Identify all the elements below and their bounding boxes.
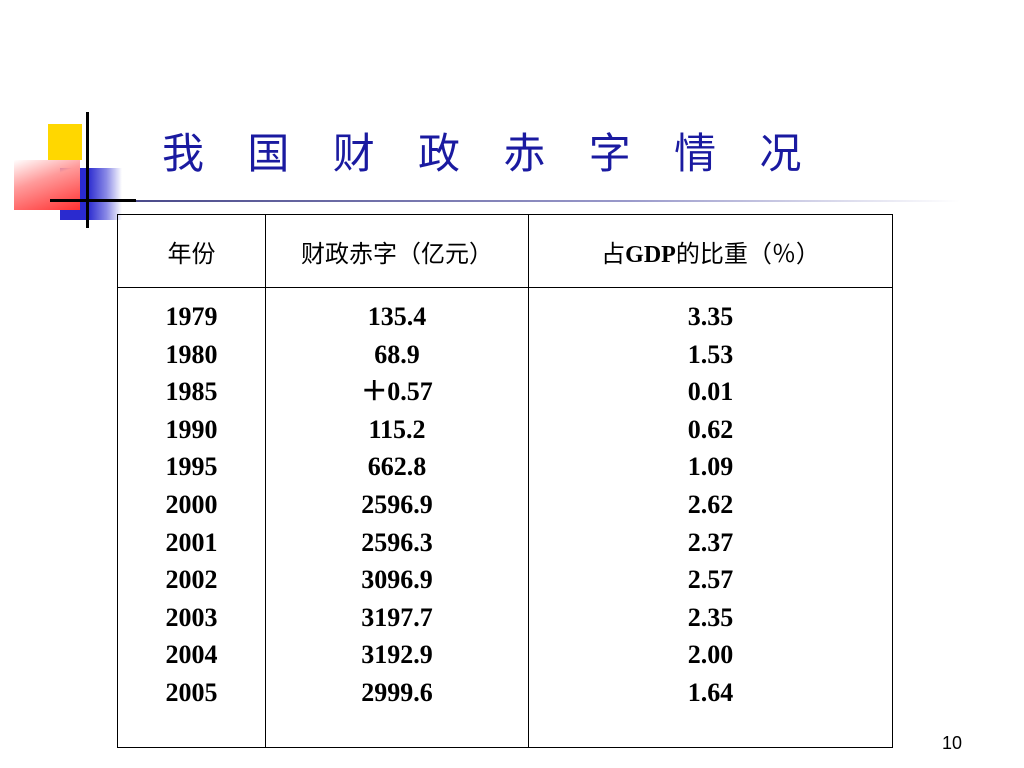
header-gdp-share: 占GDP的比重（％） [528, 214, 893, 288]
deficit-table: 年份 财政赤字（亿元） 占GDP的比重（％） 1979 1980 1985 1990 1… [117, 214, 893, 748]
header-gdp-abbr: GDP [625, 241, 676, 268]
table-body-row: 1979 1980 1985 1990 1995 2000 2001 2002 2003 2004… [117, 287, 893, 748]
deficit-cell: 115.2 [368, 414, 426, 444]
year-cell: 2003 [165, 602, 218, 632]
year-cell: 1980 [165, 339, 218, 369]
year-cell: 2001 [165, 527, 218, 557]
year-cell: 2000 [165, 489, 218, 519]
logo-red-square [14, 160, 80, 210]
gdp-share-cell: 2.57 [687, 565, 734, 595]
gdp-share-cell: 2.00 [687, 640, 734, 670]
deficit-cell: ＋0.57 [361, 377, 433, 407]
deficit-cell: 3096.9 [361, 565, 433, 595]
year-cell: 1990 [165, 414, 218, 444]
gdp-share-column: 3.35 1.53 0.01 0.62 1.09 2.62 2.37 2.57 2.35 2.00… [528, 287, 893, 748]
gdp-share-cell: 0.62 [687, 414, 734, 444]
gdp-share-cell: 2.37 [687, 527, 734, 557]
title-underline-rule [136, 200, 960, 202]
page-number: 10 [942, 733, 963, 753]
logo-vertical-line [86, 112, 89, 228]
gdp-share-cell: 3.35 [687, 302, 734, 331]
year-column: 1979 1980 1985 1990 1995 2000 2001 2002 2003 2004… [117, 287, 266, 748]
gdp-share-cell: 1.64 [687, 677, 734, 707]
header-gdp-prefix: 占 [601, 239, 626, 268]
slide-title: 我 国 财 政 赤 字 情 况 [162, 129, 817, 178]
year-cell: 2004 [165, 640, 218, 670]
year-cell: 1979 [165, 302, 218, 331]
header-deficit: 财政赤字（亿元） [265, 214, 529, 288]
logo-horizontal-line [50, 199, 136, 202]
deficit-cell: 3192.9 [361, 640, 433, 670]
deficit-cell: 135.4 [367, 302, 427, 331]
year-cell: 1985 [165, 377, 218, 407]
deficit-column: 135.4 68.9 ＋0.57 115.2 662.8 2596.9 2596.3 3096… [265, 287, 529, 748]
gdp-share-cell: 1.09 [687, 452, 734, 482]
deficit-cell: 68.9 [374, 339, 420, 369]
year-cell: 1995 [165, 452, 218, 482]
table-header-row: 年份 财政赤字（亿元） 占GDP的比重（％） [117, 214, 893, 288]
header-gdp-suffix: 的比重（％） [675, 239, 820, 268]
gdp-share-cell: 1.53 [687, 339, 734, 369]
deficit-cell: 3197.7 [361, 602, 433, 632]
deficit-cell: 662.8 [367, 452, 427, 482]
header-year: 年份 [117, 214, 266, 288]
deficit-cell: 2596.3 [361, 527, 433, 557]
year-cell: 2005 [165, 677, 218, 707]
gdp-share-cell: 2.35 [687, 602, 734, 632]
deficit-cell: 2999.6 [361, 677, 433, 707]
deficit-cell: 2596.9 [361, 489, 433, 519]
year-cell: 2002 [165, 565, 218, 595]
logo-yellow-square [48, 124, 82, 160]
gdp-share-cell: 0.01 [687, 377, 734, 407]
gdp-share-cell: 2.62 [687, 489, 734, 519]
